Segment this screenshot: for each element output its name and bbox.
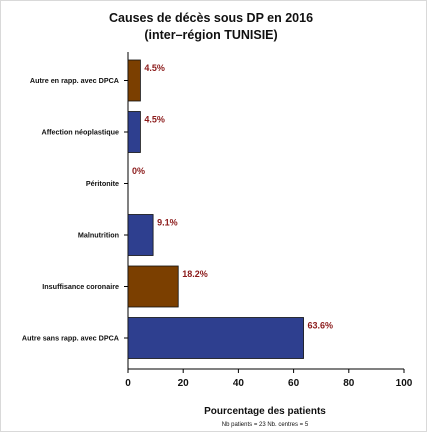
x-axis-label: Pourcentage des patients: [204, 406, 326, 417]
category-label: Péritonite: [86, 179, 119, 188]
category-label: Autre en rapp. avec DPCA: [30, 76, 119, 85]
x-tick-label: 80: [343, 378, 355, 389]
data-label: 9.1%: [157, 218, 178, 228]
category-label: Affection néoplastique: [42, 128, 119, 137]
data-label: 4.5%: [144, 63, 165, 73]
x-tick-label: 40: [233, 378, 245, 389]
bar: [127, 317, 304, 359]
category-label: Insuffisance coronaire: [42, 282, 119, 291]
data-label: 18.2%: [182, 269, 208, 279]
x-tick-label: 60: [288, 378, 300, 389]
data-label: 63.6%: [308, 321, 334, 331]
bar: [127, 214, 154, 256]
x-tick-label: 0: [125, 378, 131, 389]
data-label: 0%: [132, 166, 145, 176]
x-tick-label: 20: [178, 378, 190, 389]
chart-subtitle: (inter–région TUNISIE): [144, 28, 277, 42]
bar: [127, 265, 179, 308]
bar: [127, 59, 141, 102]
bar: [127, 111, 141, 153]
x-tick-label: 100: [396, 378, 413, 389]
category-label: Malnutrition: [78, 231, 119, 240]
plot-area: 0 20 40 60 80 100 Autre en rapp. avec DPCA 4.5%…: [22, 52, 413, 389]
category-label: Autre sans rapp. avec DPCA: [22, 334, 119, 343]
chart-title: Causes de décès sous DP en 2016: [109, 11, 313, 25]
footnote: Nb patients = 23 Nb. centres = 5: [222, 422, 309, 428]
data-label: 4.5%: [144, 115, 165, 125]
